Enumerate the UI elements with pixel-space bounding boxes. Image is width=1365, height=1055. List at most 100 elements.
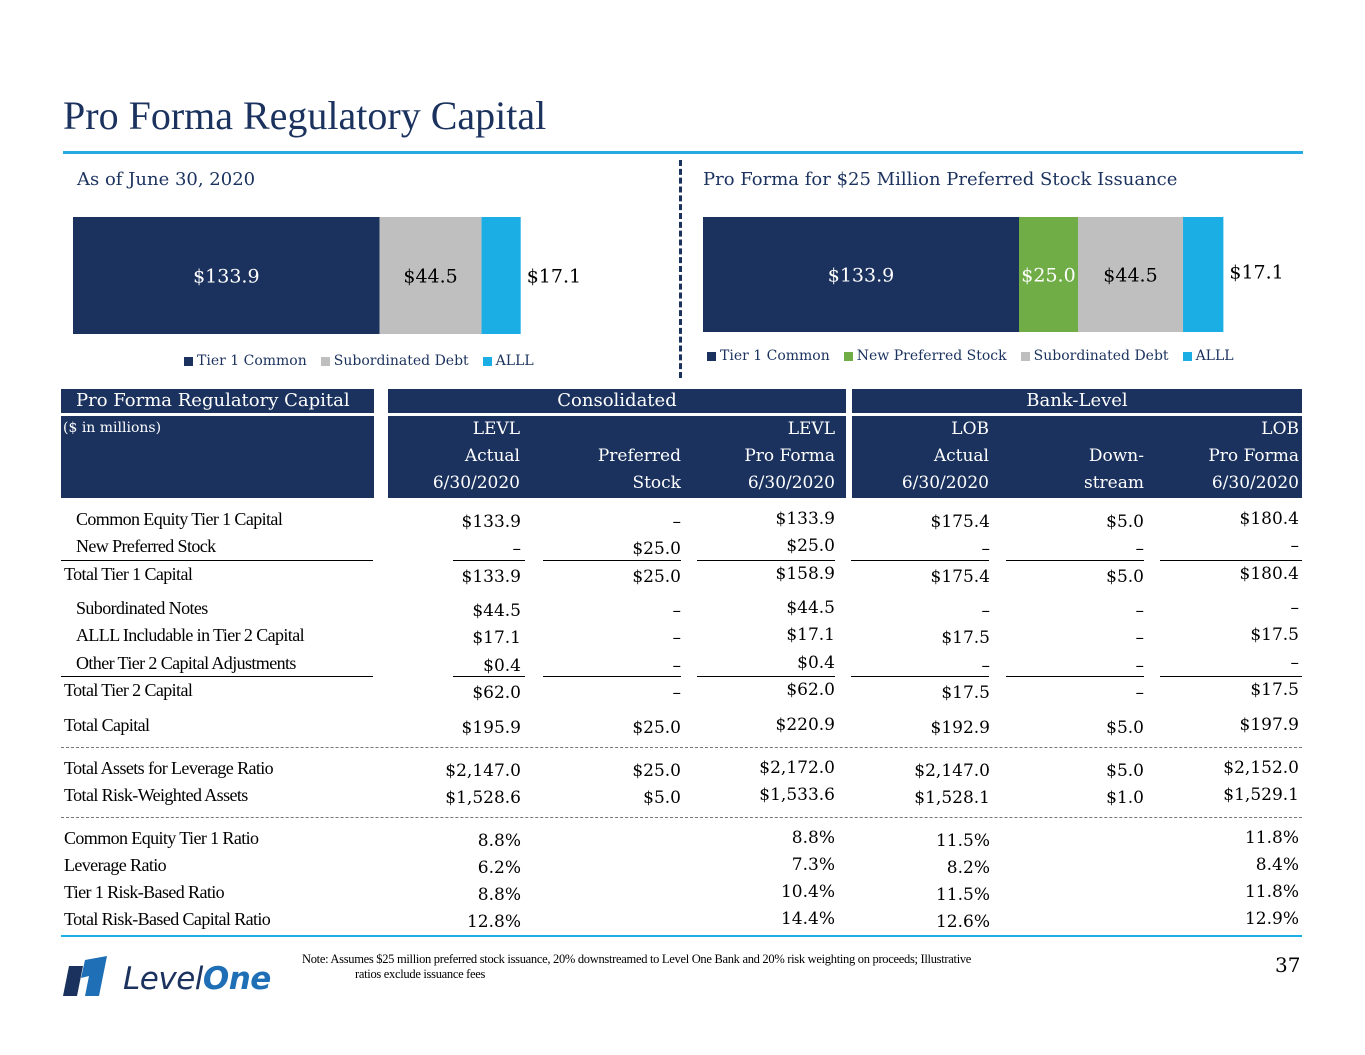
right-legend-subordinated-debt: Subordinated Debt <box>1020 348 1169 364</box>
right-legend-swatch-alll <box>1182 351 1192 361</box>
table-cell: $2,172.0 <box>759 758 835 778</box>
table-cell: $175.4 <box>930 567 990 587</box>
right-legend-label-subordinated-debt: Subordinated Debt <box>1033 348 1169 364</box>
table-cell: $25.0 <box>632 718 681 738</box>
page-title: Pro Forma Regulatory Capital <box>63 93 547 138</box>
table-row: Total Risk-Based Capital Ratio 12.8% 14.4%… <box>61 907 1302 934</box>
row-label: Common Equity Tier 1 Capital <box>76 509 283 529</box>
row-label: Leverage Ratio <box>64 855 167 875</box>
table-cell: – <box>1290 536 1300 556</box>
table-cell: – <box>1290 598 1300 618</box>
table-cell: $1,529.1 <box>1223 785 1299 805</box>
row-label: Common Equity Tier 1 Ratio <box>64 828 259 848</box>
page-number: 37 <box>1275 953 1301 977</box>
level-one-logo: LevelOne <box>63 956 271 1002</box>
table-cell: – <box>981 601 991 621</box>
right-chart-title: Pro Forma for $25 Million Preferred Stoc… <box>703 169 1178 190</box>
table-cell: $2,147.0 <box>445 761 521 781</box>
table-cell: $17.5 <box>1250 625 1299 645</box>
table-cell: $17.1 <box>786 625 835 645</box>
right-bar-subordinated-debt <box>1078 217 1184 332</box>
right-legend-alll: ALLL <box>1182 348 1234 364</box>
table-cell: – <box>981 539 991 559</box>
table-cell: 8.8% <box>791 828 835 848</box>
column-header-6-line-2: Pro Forma <box>1208 446 1299 466</box>
chart-divider <box>679 160 682 378</box>
right-bar-label-subordinated-debt: $44.5 <box>1103 265 1157 287</box>
table-cell: $17.5 <box>941 683 990 703</box>
table-cell: $17.5 <box>941 628 990 648</box>
table-cell: $62.0 <box>472 683 521 703</box>
left-bar-tier-1-common <box>73 217 380 334</box>
units-label: ($ in millions) <box>63 420 162 436</box>
left-legend-label-subordinated-debt: Subordinated Debt <box>333 353 469 369</box>
table-cell: $62.0 <box>786 680 835 700</box>
table-row: Leverage Ratio 6.2% 7.3% 8.2% 8.4% <box>61 853 1302 880</box>
left-bar-alll <box>481 217 521 334</box>
table-cell: $0.4 <box>797 653 835 673</box>
row-label: Other Tier 2 Capital Adjustments <box>76 653 296 673</box>
table-row: Other Tier 2 Capital Adjustments $0.4 – $0.… <box>61 651 1302 678</box>
footnote: Note: Assumes $25 million preferred stoc… <box>302 952 972 966</box>
table-cell: $220.9 <box>775 715 835 735</box>
right-chart: $133.9 $25.0 $44.5 $17.1 <box>703 217 1284 332</box>
right-legend-tier-1-common: Tier 1 Common <box>707 348 830 364</box>
table-cell: – <box>981 656 991 676</box>
table-cell: $180.4 <box>1239 509 1299 529</box>
column-header-4-line-1: LOB <box>951 419 989 439</box>
column-underline <box>1160 676 1302 677</box>
column-underline <box>697 560 835 561</box>
table-cell: 8.8% <box>477 831 521 851</box>
table-cell: – <box>1135 539 1145 559</box>
table-cell: $133.9 <box>775 509 835 529</box>
table-cell: 11.8% <box>1244 828 1299 848</box>
section-divider <box>61 817 1302 818</box>
column-header-3-line-3: 6/30/2020 <box>747 473 835 493</box>
section-divider <box>61 747 1302 748</box>
column-header-1-line-3: 6/30/2020 <box>432 473 520 493</box>
title-rule <box>63 151 1303 154</box>
table-cell: $25.0 <box>632 761 681 781</box>
column-underline <box>851 676 989 677</box>
table-cell: – <box>672 601 682 621</box>
table-cell: $25.0 <box>786 536 835 556</box>
right-legend-swatch-tier-1-common <box>707 351 716 361</box>
right-bar-label-new-preferred-stock: $25.0 <box>1021 265 1075 287</box>
table-cell: $5.0 <box>1106 512 1144 532</box>
column-underline <box>1006 676 1144 677</box>
header-bank-block <box>852 416 1302 498</box>
right-legend-swatch-subordinated-debt <box>1020 351 1030 361</box>
table-row: Total Tier 1 Capital $133.9 $25.0 $158.9 $17… <box>61 562 1302 589</box>
table-row: Tier 1 Risk-Based Ratio 8.8% 10.4% 11.5% 11.… <box>61 880 1302 907</box>
table-cell: $158.9 <box>775 564 835 584</box>
table-cell: $44.5 <box>472 601 521 621</box>
table-cell: $25.0 <box>632 567 681 587</box>
table-section-title: Pro Forma Regulatory Capital <box>61 389 374 413</box>
table-cell: 14.4% <box>780 909 835 929</box>
header-consolidated-block <box>388 416 846 498</box>
logo-word-level: Level <box>123 961 203 997</box>
table-cell: 12.6% <box>935 912 990 932</box>
column-header-4-line-3: 6/30/2020 <box>901 473 989 493</box>
table-cell: – <box>1135 601 1145 621</box>
table-cell: $197.9 <box>1239 715 1299 735</box>
right-legend-label-alll: ALLL <box>1195 348 1234 364</box>
right-bar-label-alll: $17.1 <box>1229 262 1283 284</box>
table-cell: $180.4 <box>1239 564 1299 584</box>
column-underline <box>453 676 525 677</box>
table-cell: – <box>672 656 682 676</box>
right-legend-new-preferred-stock: New Preferred Stock <box>843 348 1007 364</box>
column-underline <box>1006 560 1144 561</box>
table-cell: $195.9 <box>461 718 521 738</box>
table-cell: – <box>672 683 682 703</box>
table-cell: 11.5% <box>935 831 990 851</box>
left-bar-subordinated-debt <box>379 217 482 334</box>
column-underline <box>453 560 525 561</box>
header-units-block: ($ in millions) <box>61 416 374 498</box>
table-cell: $5.0 <box>1106 761 1144 781</box>
table-cell: $2,147.0 <box>914 761 990 781</box>
group-consolidated: Consolidated <box>388 389 846 413</box>
row-label: Total Assets for Leverage Ratio <box>64 758 274 778</box>
table-bottom-rule <box>61 935 1302 937</box>
table-cell: 8.2% <box>946 858 990 878</box>
